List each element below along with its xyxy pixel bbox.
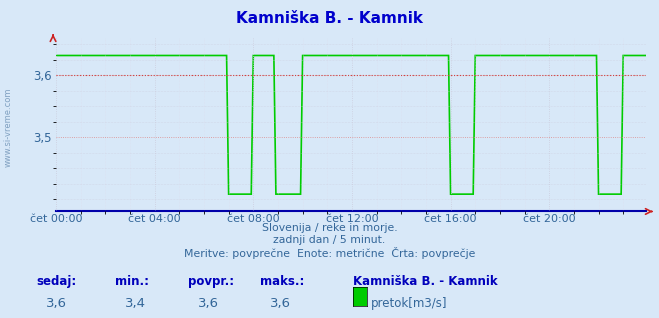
Text: sedaj:: sedaj: <box>36 275 76 288</box>
Text: 3,6: 3,6 <box>198 297 219 310</box>
Text: Slovenija / reke in morje.: Slovenija / reke in morje. <box>262 223 397 232</box>
Text: Kamniška B. - Kamnik: Kamniška B. - Kamnik <box>236 11 423 26</box>
Text: Meritve: povprečne  Enote: metrične  Črta: povprečje: Meritve: povprečne Enote: metrične Črta:… <box>184 247 475 259</box>
Text: 3,4: 3,4 <box>125 297 146 310</box>
Text: povpr.:: povpr.: <box>188 275 234 288</box>
Text: 3,6: 3,6 <box>270 297 291 310</box>
Text: maks.:: maks.: <box>260 275 304 288</box>
Text: zadnji dan / 5 minut.: zadnji dan / 5 minut. <box>273 235 386 245</box>
Text: 3,6: 3,6 <box>46 297 67 310</box>
Text: www.si-vreme.com: www.si-vreme.com <box>4 87 13 167</box>
Text: min.:: min.: <box>115 275 150 288</box>
Text: Kamniška B. - Kamnik: Kamniška B. - Kamnik <box>353 275 497 288</box>
Text: pretok[m3/s]: pretok[m3/s] <box>371 297 447 310</box>
